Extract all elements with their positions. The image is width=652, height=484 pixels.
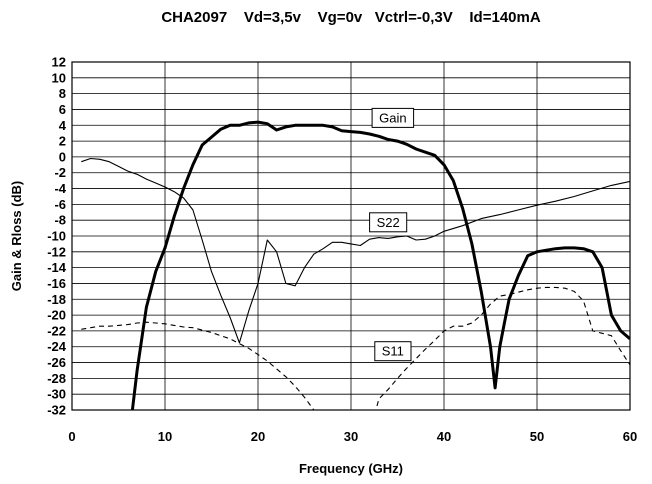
x-tick-label: 60 [623,429,637,444]
plot-frame [71,61,631,411]
y-tick-label: 10 [52,70,66,85]
series-labels: Gain S22 S11 [369,107,415,362]
series-layer [81,120,630,410]
series-line-s22 [81,157,630,344]
y-tick-label: 2 [59,134,66,149]
y-tick-label: 0 [59,149,66,164]
series-label-box [369,212,408,233]
x-axis-label: Frequency (GHz) [299,461,403,476]
y-tick-label: 6 [59,102,66,117]
series-label-box [374,341,412,362]
series-label-gain: Gain [371,107,415,128]
series-label-text: Gain [379,110,406,125]
y-tick-label: 8 [59,86,66,101]
y-tick-label: -18 [47,292,66,307]
y-tick-label: -28 [47,371,66,386]
grid [72,62,630,410]
chart-title: CHA2097 Vd=3,5v Vg=0v Vctrl=-0,3V Id=140… [161,9,541,26]
x-tick-label: 30 [344,429,358,444]
y-tick-label: -14 [47,260,67,275]
y-tick-label: -12 [47,244,66,259]
y-tick-labels: -32-30-28-26-24-22-20-18-16-14-12-10-8-6… [47,55,67,418]
series-label-text: S22 [377,215,400,230]
y-tick-label: -32 [47,403,66,418]
x-tick-label: 0 [68,429,75,444]
series-label-text: S11 [382,344,404,359]
y-tick-label: 12 [52,55,66,70]
y-tick-label: -10 [47,229,66,244]
y-tick-label: -4 [54,181,66,196]
y-tick-label: -16 [47,276,66,291]
y-tick-label: -8 [54,213,66,228]
y-tick-label: -22 [47,323,66,338]
x-tick-label: 40 [437,429,451,444]
x-tick-label: 10 [158,429,172,444]
y-tick-label: -30 [47,387,66,402]
y-tick-label: -2 [54,165,66,180]
series-label-box [371,107,415,128]
y-tick-label: -6 [54,197,66,212]
series-label-s11: S11 [374,341,412,362]
y-axis-label: Gain & Rloss (dB) [9,181,24,292]
series-line-gain [130,120,630,410]
series-line-s11 [81,286,630,410]
series-label-s22: S22 [369,212,408,233]
x-tick-labels: 0 10 20 30 40 50 60 [68,429,637,444]
y-tick-label: -26 [47,355,66,370]
y-tick-label: -20 [47,308,66,323]
y-tick-label: -24 [47,339,67,354]
x-tick-label: 50 [530,429,544,444]
x-tick-label: 20 [251,429,265,444]
y-tick-label: 4 [59,118,67,133]
